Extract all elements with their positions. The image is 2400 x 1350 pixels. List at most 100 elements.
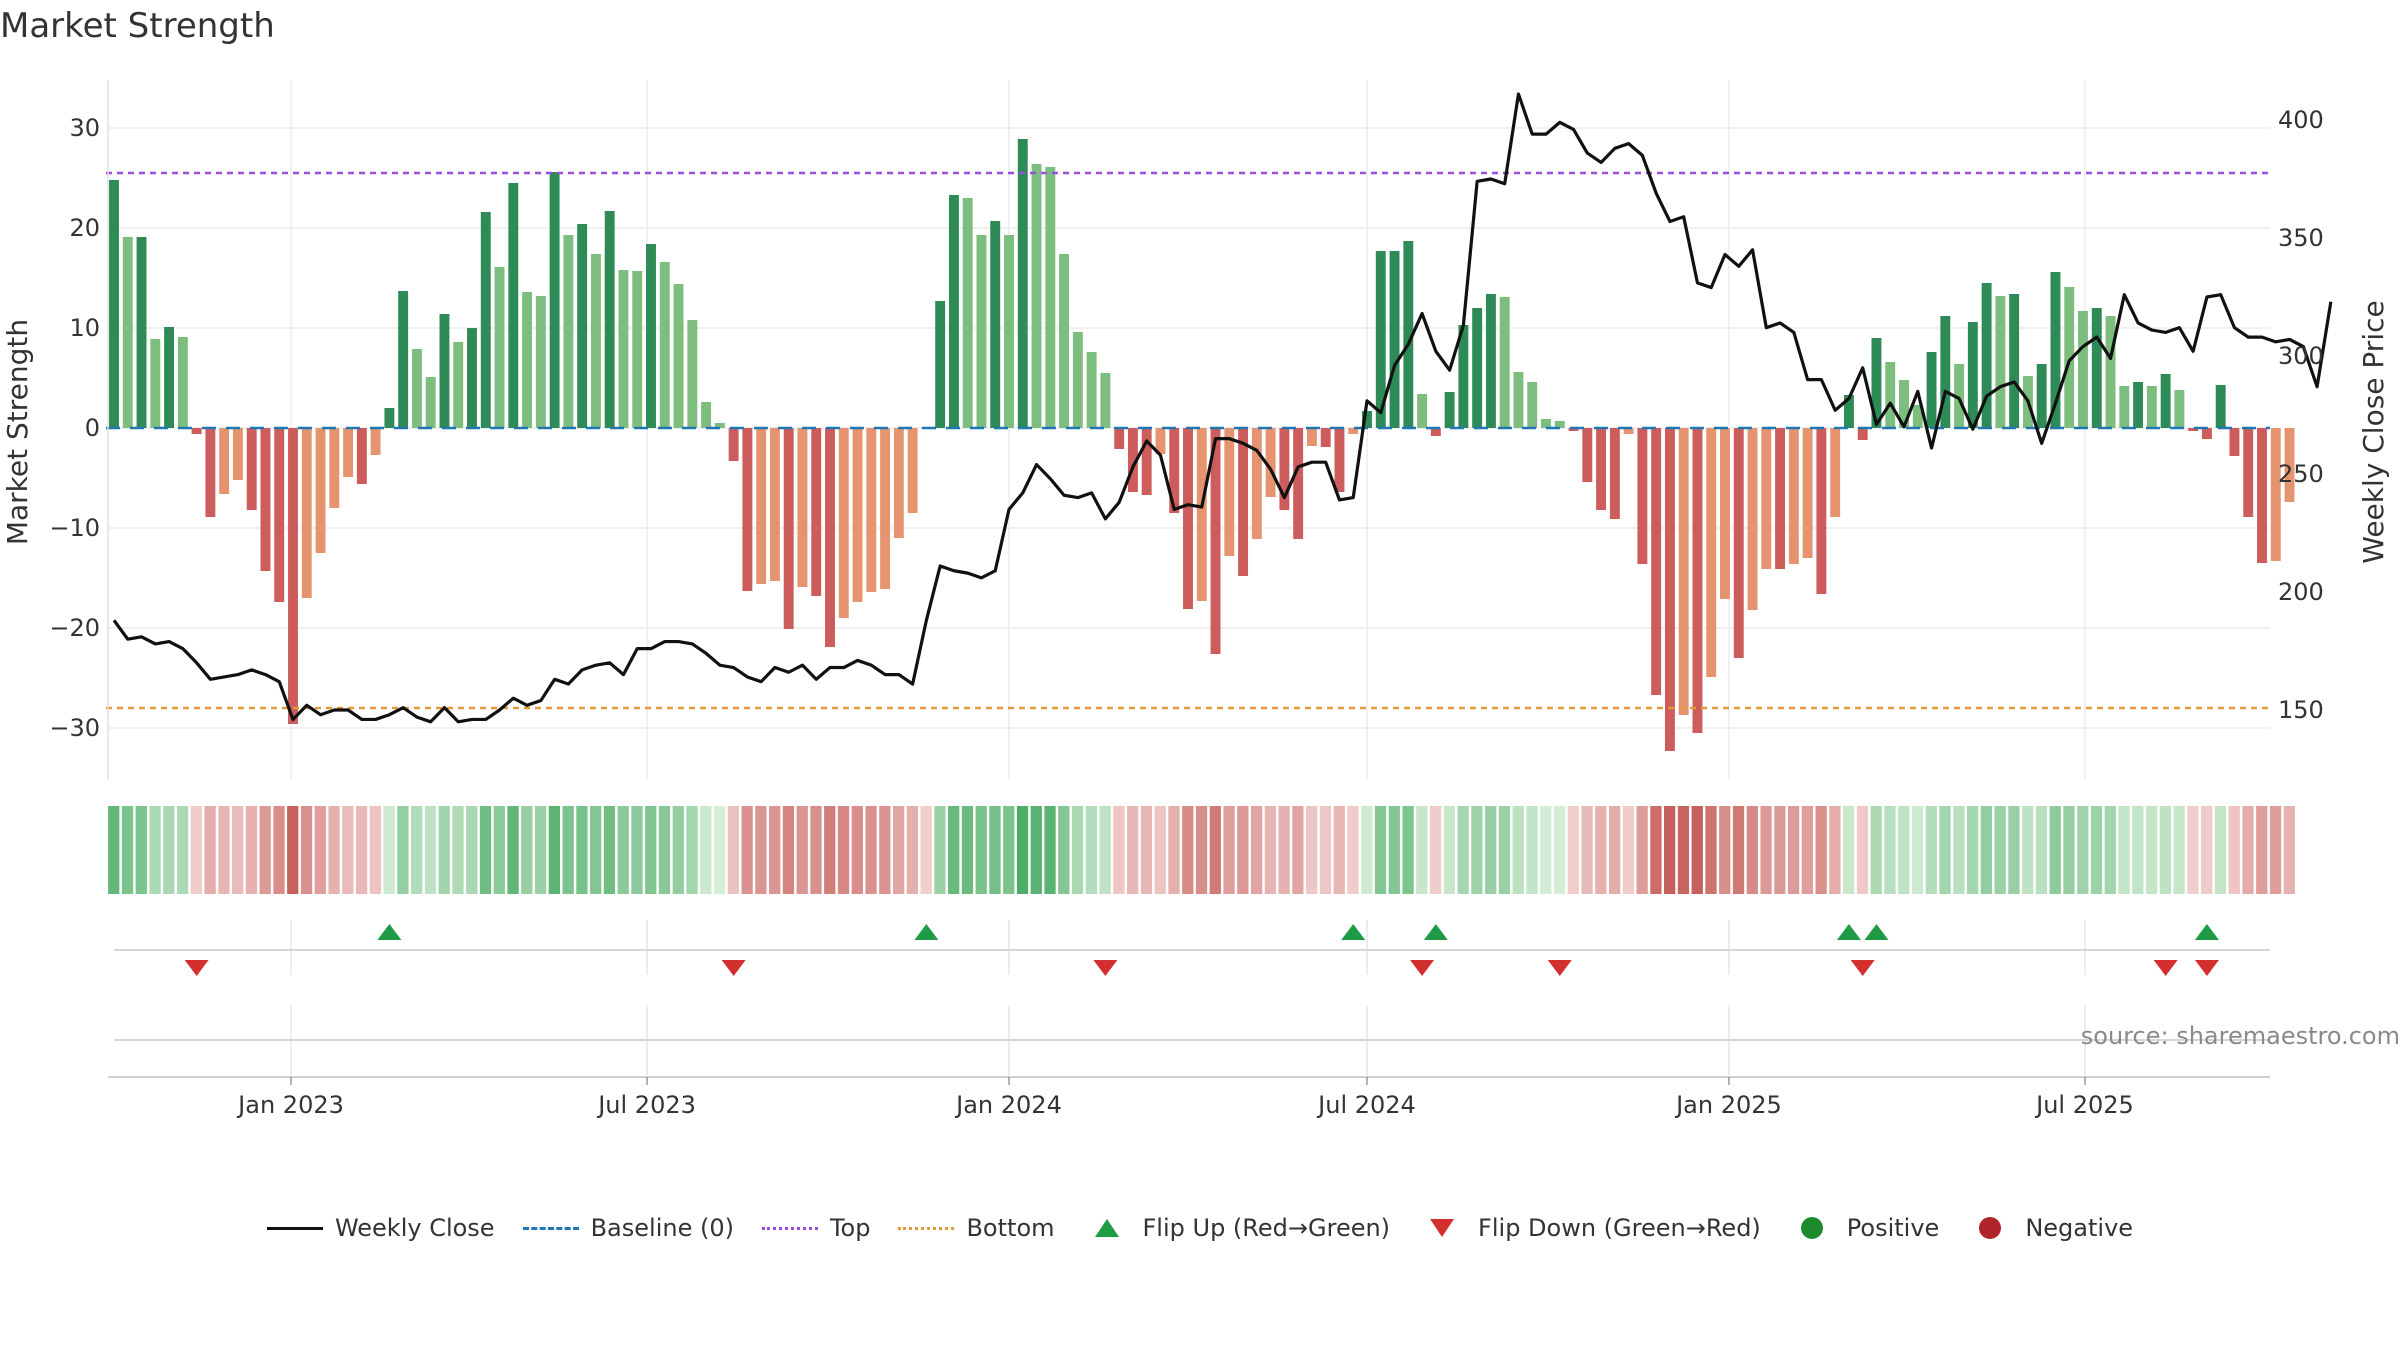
strength-bar — [1059, 254, 1070, 428]
strength-bar — [1169, 428, 1180, 513]
heat-cell — [1953, 806, 1965, 894]
heat-cell — [383, 806, 395, 894]
heat-cell — [1980, 806, 1992, 894]
heat-cell — [507, 806, 519, 894]
heat-cell — [2242, 806, 2254, 894]
strength-bar — [2105, 316, 2116, 428]
heat-cell — [300, 806, 313, 894]
heat-cell — [989, 806, 1001, 894]
heat-cell — [1815, 806, 1827, 894]
heat-cell — [1939, 806, 1951, 894]
strength-bar — [177, 337, 188, 428]
strength-bar — [467, 328, 477, 428]
strength-bar — [2243, 428, 2254, 517]
y2-tick-label: 250 — [2278, 460, 2324, 488]
strength-bar — [1279, 428, 1290, 510]
dotted-swatch — [898, 1226, 955, 1230]
heat-cell — [1760, 806, 1772, 894]
strength-bar — [480, 212, 491, 428]
legend-label: Baseline (0) — [590, 1214, 734, 1242]
flip-down-marker — [1850, 960, 1875, 976]
strength-bar — [687, 320, 698, 428]
heat-cell — [1898, 806, 1910, 894]
heat-cell — [961, 806, 974, 894]
heat-cell — [466, 806, 478, 894]
flip-up-marker — [914, 924, 939, 940]
strength-bar — [1775, 428, 1786, 569]
strength-bar — [439, 314, 450, 428]
heat-cell — [1994, 806, 2006, 894]
strength-bar — [2146, 386, 2157, 428]
strength-bar — [2091, 308, 2102, 428]
legend-label: Weekly Close — [334, 1214, 495, 1242]
strength-bar — [1141, 428, 1152, 495]
strength-bar — [1871, 338, 1882, 428]
strength-bar — [411, 349, 422, 428]
legend-label: Top — [829, 1214, 871, 1242]
strength-bar — [1596, 428, 1607, 510]
heat-cell — [1801, 806, 1813, 894]
strength-bar — [2050, 272, 2061, 428]
heat-cell — [1264, 806, 1276, 894]
heat-cell — [1471, 806, 1483, 894]
strength-bar — [1127, 428, 1138, 492]
x-tick-label: Jul 2025 — [2034, 1091, 2134, 1119]
y2-axis-title: Weekly Close Price — [2357, 300, 2390, 563]
heat-cell — [1691, 806, 1703, 894]
heat-cell — [1650, 806, 1662, 894]
strength-bar — [1527, 382, 1538, 428]
strength-bar — [1362, 411, 1372, 428]
flip-down-marker — [1093, 960, 1118, 976]
strength-bar — [1031, 164, 1042, 428]
strength-bar — [673, 284, 684, 428]
strength-bar — [1403, 241, 1414, 428]
heat-cell — [1443, 806, 1455, 894]
heat-cell — [2269, 806, 2282, 894]
strength-bar — [1692, 428, 1703, 733]
strength-bar — [453, 342, 464, 428]
strength-bar — [880, 428, 891, 589]
strength-bar — [2270, 428, 2281, 561]
strength-bar — [329, 428, 340, 508]
strength-bar — [1513, 372, 1524, 428]
heat-cell — [1553, 806, 1566, 894]
strength-bar — [2215, 385, 2226, 428]
heat-cell — [603, 806, 616, 894]
strength-bar — [2188, 428, 2199, 431]
strength-bar — [274, 428, 285, 602]
line-swatch — [266, 1226, 323, 1230]
dotted-swatch — [761, 1226, 818, 1230]
heat-cell — [438, 806, 450, 894]
strength-bar — [893, 428, 904, 538]
heat-cell — [837, 806, 850, 894]
heat-cell — [1071, 806, 1084, 894]
strength-bar — [1334, 428, 1345, 492]
heat-cell — [1058, 806, 1070, 894]
heat-cell — [1856, 806, 1869, 894]
strength-bar — [2036, 364, 2047, 428]
heat-cell — [631, 806, 643, 894]
heat-cell — [1347, 806, 1359, 894]
strength-bar — [191, 428, 202, 434]
x-tick-label: Jul 2024 — [1316, 1091, 1416, 1119]
strength-bar — [907, 428, 918, 513]
strength-bar — [646, 244, 656, 428]
heat-cell — [1732, 806, 1745, 894]
strength-bar — [825, 428, 835, 647]
heat-cell — [1429, 806, 1442, 894]
reference-lines — [106, 171, 2270, 710]
heat-cell — [1719, 806, 1731, 894]
flip-up-marker — [1836, 924, 1861, 940]
strength-bar — [1651, 428, 1662, 695]
heat-cell — [411, 806, 423, 894]
legend-item-bottom: Bottom — [898, 1214, 1055, 1242]
strength-bar — [1830, 428, 1841, 517]
heat-cell — [287, 806, 299, 894]
strength-bar — [962, 198, 973, 428]
strength-bar — [1499, 297, 1510, 428]
y2-tick-label: 150 — [2278, 696, 2324, 724]
strength-bar — [232, 428, 243, 480]
strength-bar — [701, 402, 712, 428]
strength-bars — [109, 139, 2295, 751]
strength-bar — [852, 428, 863, 602]
